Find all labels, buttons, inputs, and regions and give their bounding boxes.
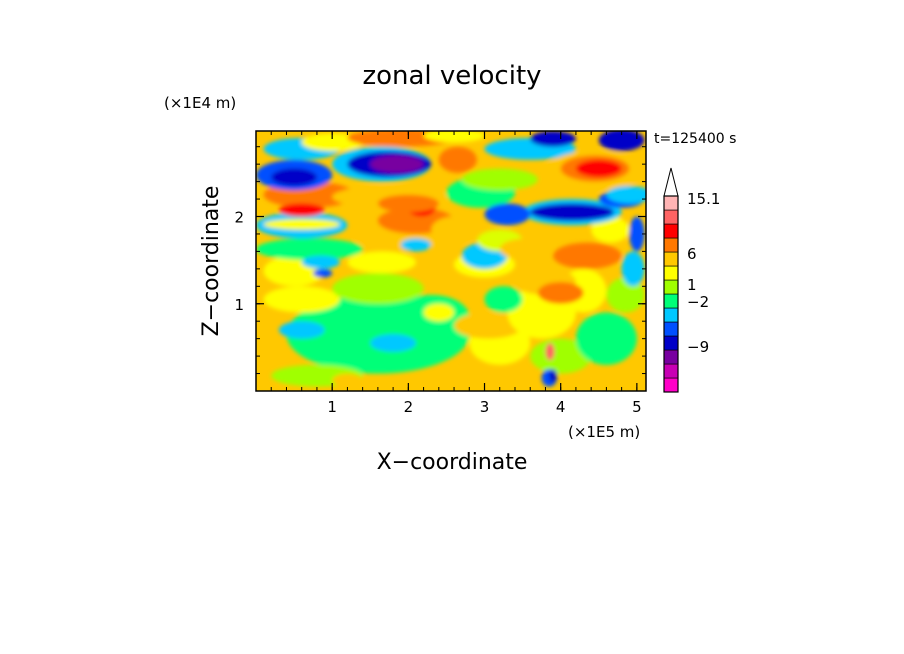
field-blob xyxy=(271,168,317,186)
field-blob xyxy=(278,321,325,339)
x-tick-label: 5 xyxy=(632,398,642,416)
x-axis: 1 2 3 4 5 xyxy=(270,131,642,416)
y-axis-title: Z−coordinate xyxy=(199,186,224,337)
time-label: t=125400 s xyxy=(654,131,736,147)
field-blob xyxy=(431,216,477,243)
chart-title: zonal velocity xyxy=(362,61,541,91)
colorbar-label: 1 xyxy=(687,276,697,294)
colorbar-swatch xyxy=(663,335,679,351)
colorbar-label: 6 xyxy=(687,245,697,263)
colorbar-label: 15.1 xyxy=(687,190,720,208)
y-scale-label: (×1E4 m) xyxy=(164,94,236,112)
colorbar-label: −9 xyxy=(687,338,709,356)
field-blob xyxy=(370,155,424,173)
field-blob xyxy=(438,146,477,173)
field-contours xyxy=(256,131,646,387)
field-blob xyxy=(347,251,416,274)
x-tick-label: 3 xyxy=(480,398,490,416)
field-blob xyxy=(263,286,340,313)
field-blob xyxy=(530,338,592,374)
colorbar-swatch xyxy=(663,195,679,211)
field-blob xyxy=(499,238,554,261)
colorbar xyxy=(663,167,679,393)
field-blob xyxy=(332,373,363,387)
colorbar-swatch xyxy=(663,377,679,393)
field-blob xyxy=(377,194,439,213)
field-blob xyxy=(454,312,523,339)
colorbar-swatch xyxy=(663,265,679,281)
y-tick-label: 1 xyxy=(234,296,244,314)
x-scale-label: (×1E5 m) xyxy=(568,423,640,441)
field-blob xyxy=(484,203,531,226)
plot-area xyxy=(256,131,646,391)
colorbar-swatch xyxy=(663,251,679,267)
field-blob xyxy=(256,238,363,261)
field-blob xyxy=(629,216,645,252)
colorbar-swatch xyxy=(663,293,679,309)
colorbar-swatch xyxy=(663,237,679,253)
field-blob xyxy=(263,219,340,230)
colorbar-swatch xyxy=(663,307,679,323)
x-axis-title: X−coordinate xyxy=(377,450,528,475)
field-blob xyxy=(461,168,538,191)
colorbar-labels: 15.1 6 1−2 −9 xyxy=(687,190,720,356)
x-tick-label: 2 xyxy=(404,398,414,416)
field-blob xyxy=(591,216,630,243)
field-blob xyxy=(423,303,455,322)
field-blob xyxy=(400,238,432,252)
field-blob xyxy=(621,251,645,287)
y-tick-label: 2 xyxy=(234,209,244,227)
colorbar-swatch xyxy=(663,279,679,295)
field-blob xyxy=(370,334,416,352)
field-blob xyxy=(530,131,576,147)
colorbar-swatch xyxy=(663,321,679,337)
field-blob xyxy=(537,281,584,304)
colorbar-extend-arrow xyxy=(663,167,679,197)
field-blob xyxy=(278,203,325,217)
field-blob xyxy=(606,277,645,313)
colorbar-swatch xyxy=(663,349,679,365)
field-blob xyxy=(606,373,637,387)
field-blob xyxy=(332,273,424,304)
plot-frame xyxy=(255,130,647,392)
x-tick-label: 1 xyxy=(327,398,337,416)
field-blob xyxy=(484,286,523,313)
field-blob xyxy=(301,255,340,269)
field-blob xyxy=(545,343,555,361)
x-tick-label: 4 xyxy=(556,398,566,416)
colorbar-frame xyxy=(663,195,679,393)
field-blob xyxy=(598,131,645,152)
colorbar-swatch xyxy=(663,209,679,225)
field-blob xyxy=(313,268,333,278)
field-blob xyxy=(553,242,622,269)
colorbar-swatch xyxy=(663,363,679,379)
field-blob xyxy=(606,185,646,204)
field-blob xyxy=(549,369,557,383)
field-blob xyxy=(530,203,615,221)
field-blob xyxy=(575,312,637,365)
field-blob xyxy=(575,159,622,178)
colorbar-label: −2 xyxy=(687,293,709,311)
colorbar-swatch xyxy=(663,223,679,239)
y-axis: 12 xyxy=(234,146,646,375)
